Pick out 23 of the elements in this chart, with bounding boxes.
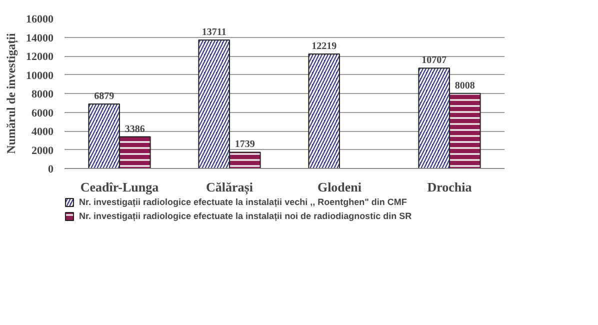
legend-label: Nr. investigații radiologice efectuate la instalații noi de radiodiagnostic din SR <box>79 211 412 221</box>
data-label: 6879 <box>94 91 114 102</box>
y-tick-label: 14000 <box>26 32 54 44</box>
data-label: 12219 <box>312 40 337 52</box>
data-label: 3386 <box>124 124 145 135</box>
data-label: 8008 <box>454 80 475 92</box>
x-tick-label: Drochia <box>427 180 472 194</box>
x-tick-label: Glodeni <box>317 180 362 194</box>
y-axis-title: Numărul de investigații <box>4 32 19 154</box>
y-tick-label: 6000 <box>32 107 54 120</box>
y-tick-label: 2000 <box>32 144 54 157</box>
y-tick-label: 12000 <box>26 51 54 63</box>
data-label: 1739 <box>234 139 255 150</box>
legend-label: Nr. investigații radiologice efectuate la instalații vechi ,, Roentghen" din CMF <box>79 197 407 207</box>
x-tick-label: Ceadîr-Lunga <box>80 180 160 194</box>
y-tick-label: 8000 <box>32 88 54 100</box>
data-label: 13711 <box>202 26 226 38</box>
y-tick-label: 0 <box>48 164 54 176</box>
y-tick-label: 4000 <box>32 126 54 138</box>
y-tick-label: 16000 <box>26 14 54 26</box>
x-tick-label: Călărași <box>206 180 254 196</box>
y-tick-label: 10000 <box>26 70 54 82</box>
data-label: 10707 <box>422 55 447 66</box>
